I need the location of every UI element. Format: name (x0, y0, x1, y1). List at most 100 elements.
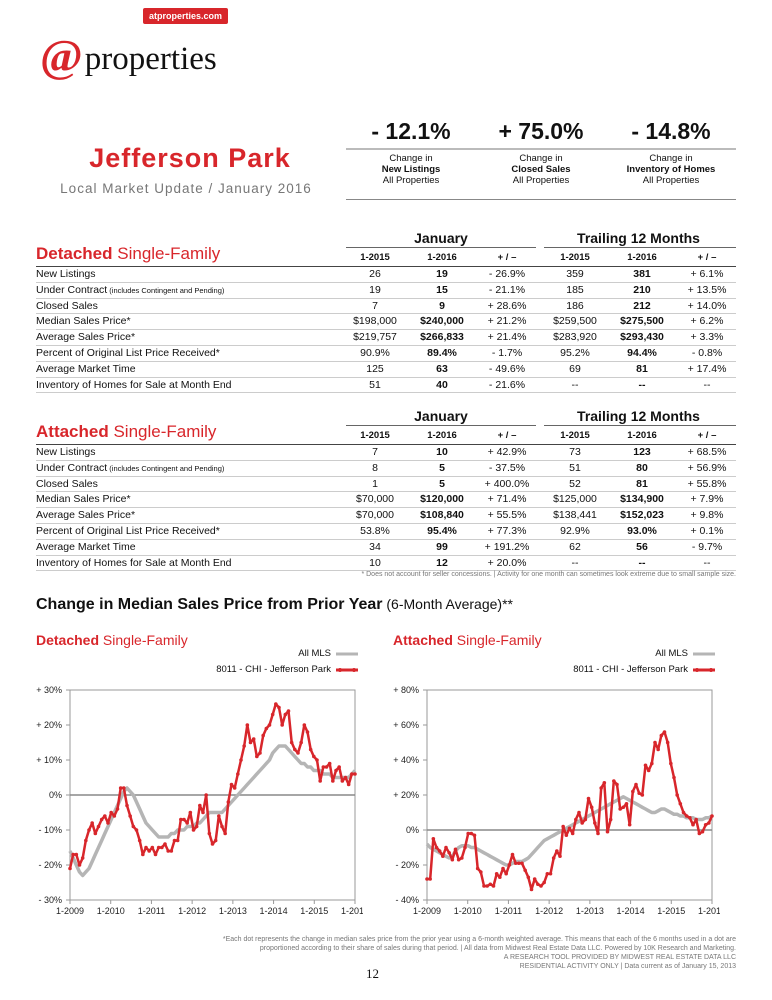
series-point (681, 810, 686, 815)
series-point (627, 822, 632, 827)
table-cell: + 55.5% (487, 509, 527, 522)
series-point (115, 807, 120, 811)
row-label-text: Closed Sales (36, 299, 98, 312)
row-label-text: Median Sales Price* (36, 493, 131, 506)
table-cell: $152,023 (620, 509, 664, 522)
series-point (536, 882, 540, 887)
table-cell: -- (638, 378, 646, 391)
table-cell: 52 (569, 477, 581, 490)
series-point (201, 810, 205, 815)
table-cell: 81 (636, 477, 648, 490)
series-point (188, 810, 193, 815)
series-point (169, 849, 174, 853)
table-cell: 19 (436, 268, 448, 280)
column-header: 1-2015 (560, 252, 590, 263)
table-row: Inventory of Homes for Sale at Month End… (36, 556, 736, 572)
x-tick-label: 1-2011 (138, 906, 165, 916)
table-cell: 73 (569, 446, 581, 458)
row-label: New Listings (36, 267, 96, 283)
series-point (602, 780, 607, 785)
series-point (469, 831, 474, 836)
table-cell: 56 (636, 540, 648, 553)
series-point (299, 740, 303, 745)
series-point (175, 838, 180, 843)
column-header: 1-2016 (627, 430, 657, 441)
table-cell: $70,000 (356, 509, 394, 522)
series-point (488, 882, 493, 887)
legend-swatch-icon (336, 652, 358, 655)
series-point (678, 801, 683, 806)
table-cell: 63 (436, 362, 448, 375)
series-point (112, 814, 117, 818)
series-point (523, 868, 527, 873)
row-label-text: Average Sales Price* (36, 509, 136, 522)
x-tick-label: 1-2015 (657, 906, 685, 916)
series-point (605, 829, 610, 834)
series-point (334, 768, 338, 773)
series-point (494, 871, 499, 876)
series-point (248, 740, 253, 745)
row-label: Inventory of Homes for Sale at Month End (36, 556, 232, 572)
detached-chart-title: Detached Single-Family (36, 632, 188, 648)
table-cell: 186 (566, 299, 584, 312)
series-point (504, 871, 508, 876)
row-label-text: New Listings (36, 446, 96, 458)
series-point (350, 772, 354, 776)
row-label: Percent of Original List Price Received* (36, 346, 220, 362)
row-label: Average Market Time (36, 362, 136, 378)
series-point (444, 845, 448, 850)
table-cell: 5 (439, 477, 445, 490)
legend-item-all-mls: All MLS (298, 648, 358, 659)
series-point (264, 726, 269, 731)
table-cell: 51 (369, 378, 381, 391)
series-point (302, 723, 307, 727)
kpi-divider (346, 199, 736, 200)
table-cell: 51 (569, 461, 581, 474)
series-point (255, 754, 259, 759)
table-cell: 89.4% (427, 347, 457, 359)
chart-title-bold: Attached (393, 632, 453, 648)
table-cell: $138,441 (553, 509, 597, 522)
table-cell: $70,000 (356, 493, 394, 506)
y-tick-label: + 30% (36, 685, 62, 695)
trailing-rule (544, 425, 736, 426)
series-point (567, 826, 572, 831)
series-point (274, 702, 278, 706)
y-tick-label: + 40% (393, 755, 419, 765)
legend-label: 8011 - CHI - Jefferson Park (216, 664, 331, 675)
table-cell: -- (703, 556, 711, 569)
series-point (239, 758, 243, 762)
row-label-text: Percent of Original List Price Received* (36, 347, 220, 359)
plot-frame (426, 689, 713, 901)
series-point (453, 847, 458, 852)
series-point (441, 854, 445, 859)
series-point (437, 849, 442, 853)
series-point (223, 831, 227, 836)
series-point (608, 817, 613, 822)
row-label-text: Inventory of Homes for Sale at Month End (36, 556, 232, 569)
table-cell: + 191.2% (484, 540, 530, 553)
series-point (475, 866, 480, 871)
series-point (318, 779, 322, 783)
table-cell: + 21.4% (487, 331, 527, 344)
section-title-rest: Single-Family (108, 422, 217, 441)
series-point (308, 747, 313, 752)
series-point (482, 884, 486, 888)
series-point (646, 768, 651, 773)
table-row: Closed Sales 7 9 + 28.6% 186 212 + 14.0% (36, 299, 736, 315)
table-row: Under Contract (includes Contingent and … (36, 283, 736, 299)
series-point (77, 863, 82, 867)
series-point (236, 772, 240, 776)
kpi-scope: All Properties (382, 175, 440, 186)
series-point (166, 849, 170, 853)
series-point (707, 821, 711, 825)
table-cell: - 26.9% (488, 268, 526, 280)
series-point (618, 807, 622, 811)
site-url-badge[interactable]: atproperties.com (143, 8, 228, 24)
series-point (517, 861, 521, 866)
table-cell: 8 (372, 461, 378, 474)
table-cell: 9 (439, 299, 445, 312)
table-cell: 185 (566, 283, 584, 296)
table-cell: 40 (436, 378, 448, 391)
table-cell: 69 (569, 362, 581, 375)
